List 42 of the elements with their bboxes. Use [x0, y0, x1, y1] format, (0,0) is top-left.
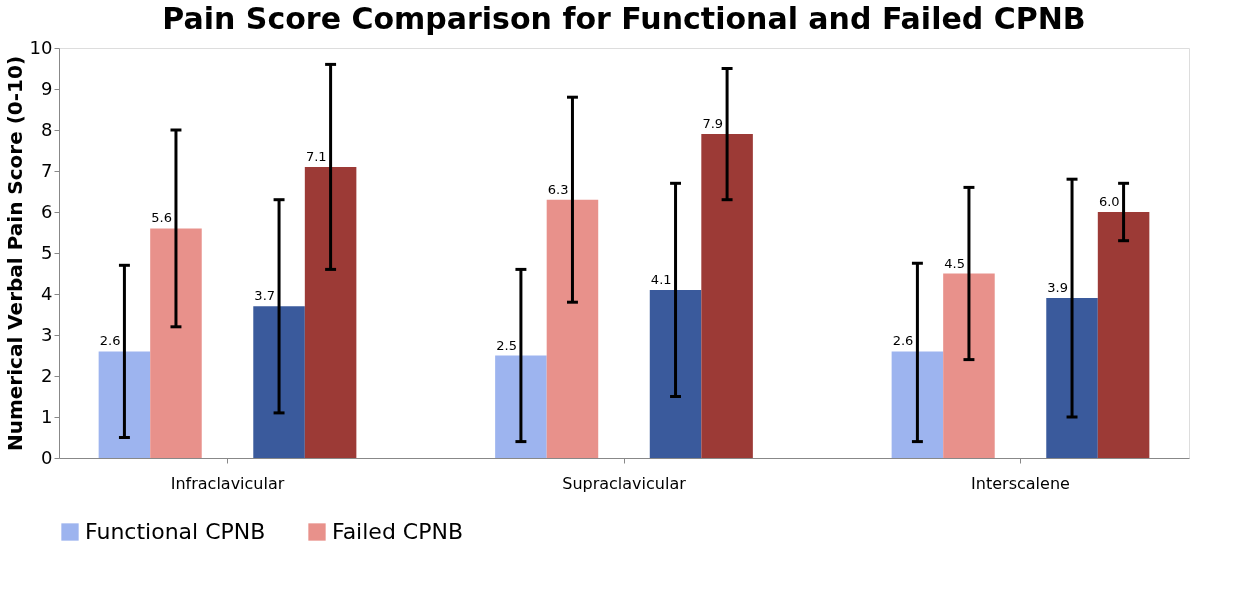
y-tick-label: 5	[41, 241, 53, 263]
y-tick-label: 1	[41, 405, 53, 427]
data-label: 5.6	[151, 210, 172, 226]
bar	[891, 351, 944, 458]
y-tick-label: 7	[41, 159, 53, 181]
y-tick-label: 8	[41, 118, 53, 140]
y-tick-label: 0	[41, 446, 53, 468]
y-axis-title: Numerical Verbal Pain Score (0-10)	[2, 55, 27, 452]
data-label: 6.0	[1098, 194, 1120, 209]
y-tick-label: 9	[41, 77, 53, 99]
bar	[546, 199, 599, 458]
bar	[1097, 212, 1150, 458]
data-label: 4.5	[944, 255, 965, 271]
data-label: 6.3	[547, 181, 569, 197]
bar	[98, 351, 151, 458]
data-label: 2.5	[496, 337, 517, 353]
data-label: 2.6	[99, 333, 121, 349]
chart-title: Pain Score Comparison for Functional and Failed CPNB	[162, 1, 1086, 36]
y-tick-label: 6	[41, 200, 53, 222]
bar	[304, 166, 357, 458]
y-tick-label: 10	[29, 36, 53, 58]
bar	[495, 355, 547, 458]
x-tick-label: Interscalene	[971, 473, 1070, 493]
y-tick-label: 3	[41, 323, 53, 345]
data-label: 7.1	[305, 148, 327, 164]
data-label: 3.9	[1047, 280, 1069, 296]
bar	[943, 273, 995, 458]
data-label: 3.7	[254, 288, 276, 304]
data-label: 7.9	[702, 116, 724, 132]
bar	[1046, 298, 1098, 458]
x-tick-label: Infraclavicular	[170, 473, 285, 493]
bar	[253, 306, 305, 458]
y-tick-label: 2	[41, 364, 53, 386]
bar	[701, 134, 753, 458]
bar	[150, 228, 202, 458]
data-label: 2.6	[892, 333, 914, 349]
data-label: 4.1	[650, 271, 672, 287]
legend-label: Failed CPNB	[332, 519, 464, 544]
y-tick-label: 4	[41, 282, 53, 304]
legend-label: Functional CPNB	[85, 519, 266, 544]
x-tick-label: Supraclavicular	[562, 473, 687, 493]
bar	[649, 289, 702, 458]
